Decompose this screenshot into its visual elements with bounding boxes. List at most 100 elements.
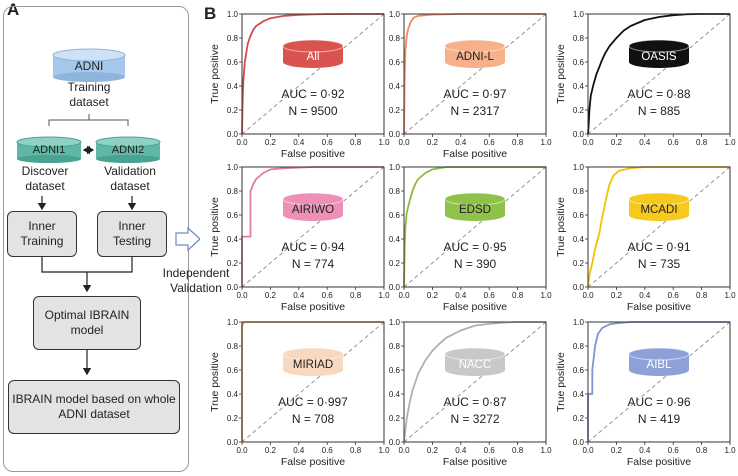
chance-diagonal — [241, 166, 385, 288]
x-tick-label: 0.8 — [696, 446, 708, 455]
x-tick-label: 0.4 — [455, 138, 467, 147]
adni-label: ADNI — [74, 59, 104, 73]
dataset-badge-bottom — [629, 56, 689, 68]
dataset-badge: ADNI-L — [444, 39, 506, 68]
auc-value: AUC = 0·997 — [278, 395, 348, 409]
x-tick-label: 0.2 — [265, 291, 277, 300]
sample-size: N = 774 — [292, 257, 335, 271]
roc-curve-line — [587, 166, 730, 288]
dataset-badge-top — [628, 39, 690, 53]
x-tick-label: 0.6 — [322, 446, 334, 455]
x-tick-label: 1.0 — [724, 291, 736, 300]
x-tick-label: 0.0 — [582, 138, 594, 147]
dataset-badge: EDSD — [444, 192, 506, 221]
plot-frame — [587, 166, 731, 288]
x-tick-label: 0.2 — [265, 446, 277, 455]
y-tick-label: 0.6 — [573, 211, 585, 220]
y-tick-label: 0.8 — [227, 187, 239, 196]
y-tick-label: 1.0 — [227, 318, 239, 327]
chance-diagonal — [403, 13, 547, 135]
y-tick-label: 0.8 — [389, 34, 401, 43]
y-tick-label: 0.6 — [389, 211, 401, 220]
dataset-badge: OASIS — [628, 39, 690, 68]
x-tick-label: 0.0 — [236, 446, 248, 455]
x-axis-label: False positive — [281, 301, 345, 313]
y-tick-label: 0.2 — [573, 414, 585, 423]
x-tick-label: 1.0 — [540, 291, 552, 300]
y-tick-label: 0.6 — [573, 366, 585, 375]
dataset-badge-bottom — [445, 209, 505, 221]
auc-value: AUC = 0·88 — [627, 87, 690, 101]
y-tick-label: 1.0 — [573, 318, 585, 327]
adni2-database-icon — [95, 136, 161, 163]
y-axis-label: True positive — [209, 352, 221, 412]
x-tick-label: 0.4 — [639, 138, 651, 147]
y-tick-label: 0.0 — [573, 283, 585, 292]
x-tick-label: 0.4 — [293, 446, 305, 455]
roc-curve-line — [241, 166, 384, 287]
inner-testing-box: Inner Testing — [97, 211, 167, 257]
y-tick-label: 0.6 — [227, 211, 239, 220]
dataset-badge-bottom — [629, 209, 689, 221]
x-tick-label: 0.0 — [398, 138, 410, 147]
y-tick-label: 0.2 — [389, 259, 401, 268]
dataset-badge: NACC — [444, 347, 506, 376]
y-tick-label: 0.2 — [227, 106, 239, 115]
y-tick-label: 0.8 — [389, 342, 401, 351]
y-tick-label: 0.4 — [573, 390, 585, 399]
adni1-database-icon — [16, 136, 82, 163]
validation-dataset-label: Validation dataset — [104, 164, 156, 193]
dataset-badge-top — [444, 39, 506, 53]
chance-diagonal — [403, 321, 547, 443]
chance-diagonal — [587, 166, 731, 288]
y-tick-label: 0.8 — [573, 342, 585, 351]
x-axis-label: False positive — [627, 301, 691, 313]
auc-value: AUC = 0·92 — [281, 87, 344, 101]
y-axis-label: True positive — [555, 44, 567, 104]
x-tick-label: 0.6 — [322, 138, 334, 147]
flowchart-connectors — [16, 48, 200, 376]
x-tick-label: 0.2 — [611, 291, 623, 300]
x-tick-label: 0.4 — [455, 291, 467, 300]
adni1-label: ADNI1 — [32, 144, 66, 156]
y-tick-label: 0.0 — [227, 438, 239, 447]
dataset-name: OASIS — [641, 51, 676, 63]
y-tick-label: 1.0 — [227, 10, 239, 19]
y-tick-label: 1.0 — [389, 318, 401, 327]
plot-frame — [587, 321, 731, 443]
x-tick-label: 0.8 — [350, 291, 362, 300]
chance-diagonal — [241, 321, 385, 443]
x-tick-label: 0.4 — [639, 446, 651, 455]
y-tick-label: 0.8 — [573, 34, 585, 43]
x-tick-label: 0.6 — [484, 138, 496, 147]
x-tick-label: 0.4 — [639, 291, 651, 300]
y-tick-label: 1.0 — [389, 10, 401, 19]
dataset-badge-top — [628, 192, 690, 206]
y-tick-label: 0.4 — [227, 82, 239, 91]
plot-frame — [241, 166, 385, 288]
x-tick-label: 1.0 — [378, 138, 390, 147]
roc-chart-airiwo: 0.0 0.2 0.4 0.6 0.8 1.0 0.0 0.2 0.4 0.6 0.8 1.0 Fals… — [209, 163, 390, 313]
x-tick-label: 0.8 — [512, 291, 524, 300]
y-tick-label: 0.2 — [389, 414, 401, 423]
x-tick-label: 0.2 — [427, 291, 439, 300]
x-tick-label: 0.8 — [350, 446, 362, 455]
x-tick-label: 0.6 — [484, 446, 496, 455]
y-tick-label: 0.2 — [573, 106, 585, 115]
optimal-model-box: Optimal IBRAIN model — [33, 296, 141, 350]
auc-value: AUC = 0·91 — [627, 240, 690, 254]
roc-curve-line — [403, 321, 546, 443]
y-tick-label: 0.2 — [227, 414, 239, 423]
y-tick-label: 0.4 — [573, 82, 585, 91]
sample-size: N = 3272 — [450, 412, 499, 426]
x-tick-label: 0.0 — [398, 291, 410, 300]
x-tick-label: 0.8 — [696, 138, 708, 147]
x-tick-label: 1.0 — [724, 446, 736, 455]
dataset-badge: AIBL — [628, 347, 690, 376]
roc-curve-line — [587, 13, 730, 135]
auc-value: AUC = 0·95 — [443, 240, 506, 254]
x-tick-label: 1.0 — [540, 446, 552, 455]
dataset-badge: MCADI — [628, 192, 690, 221]
y-tick-label: 1.0 — [389, 163, 401, 172]
x-tick-label: 0.0 — [582, 446, 594, 455]
